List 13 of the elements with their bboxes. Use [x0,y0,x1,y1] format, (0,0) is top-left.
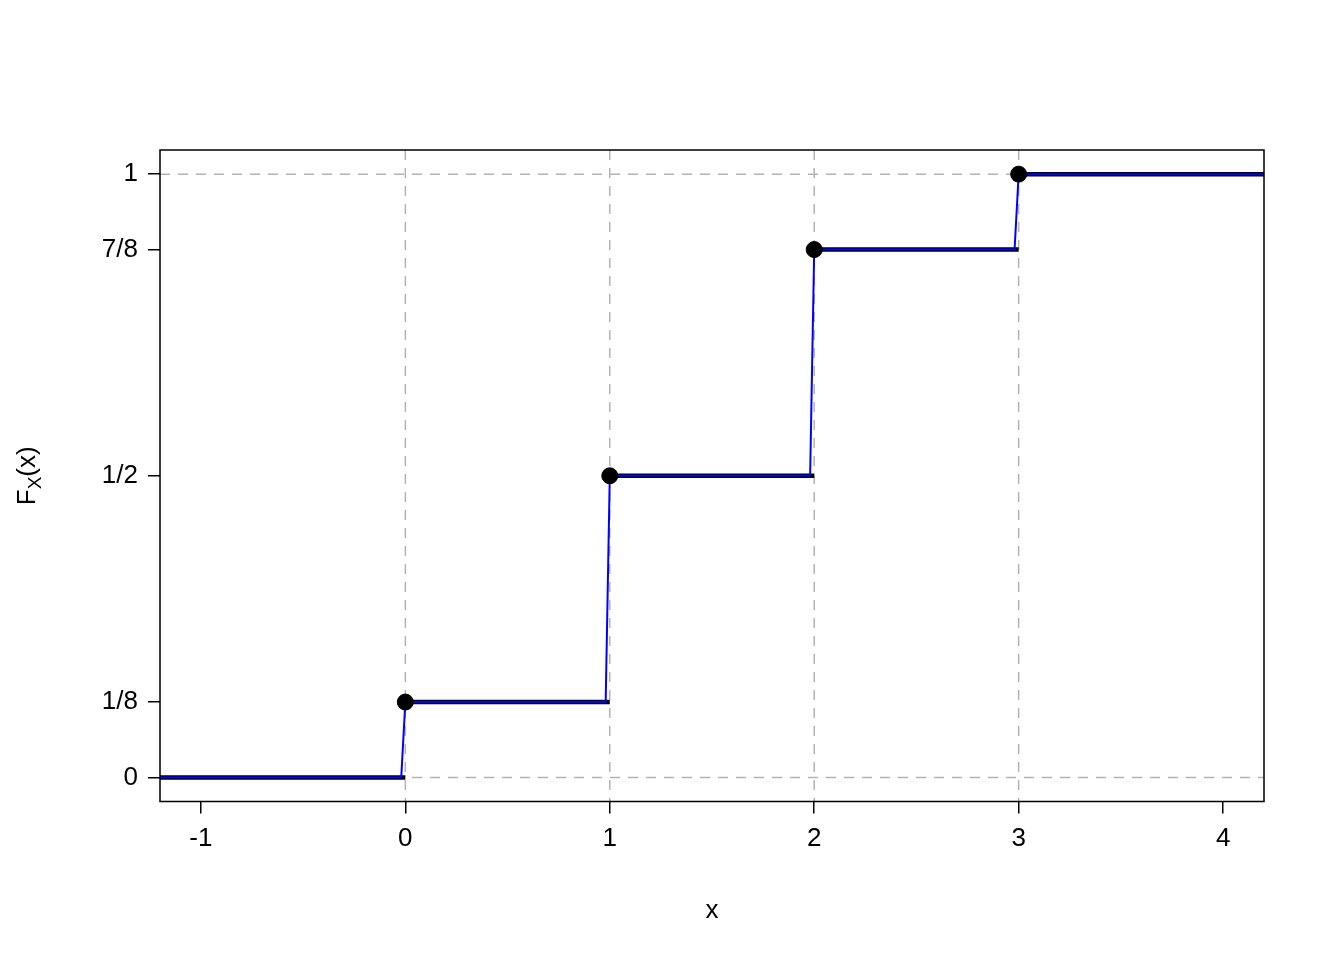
x-tick-label: -1 [189,822,213,853]
x-tick-label: 3 [1011,822,1026,853]
x-tick-label: 0 [398,822,413,853]
y-tick-label: 1 [123,157,138,188]
y-axis-title: FX(x) [11,446,46,506]
x-tick-label: 1 [602,822,618,853]
y-tick-label: 1/8 [101,685,138,716]
y-tick-label: 1/2 [101,458,138,489]
x-axis-title: x [705,893,719,924]
x-tick-label: 2 [806,822,822,853]
y-tick-label: 0 [123,760,138,791]
y-tick-label: 7/8 [101,232,138,263]
x-tick-label: 4 [1215,822,1231,853]
